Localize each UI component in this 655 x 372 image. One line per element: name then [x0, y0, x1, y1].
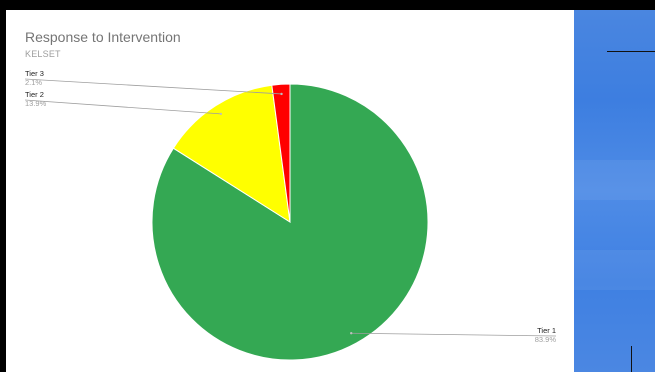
leader-dot-tier-3 [280, 92, 283, 96]
slice-label-tier-1: Tier 1 [537, 326, 556, 335]
pie-slice-tier-1 [151, 83, 429, 361]
side-panel-band [574, 160, 655, 200]
side-panel [574, 10, 655, 372]
slice-label-tier-3: Tier 3 [25, 69, 44, 78]
slice-value-tier-3: 2.1% [25, 78, 42, 87]
pie-slice-tier-2 [172, 84, 291, 223]
slice-value-tier-2: 13.9% [25, 99, 47, 108]
side-panel-line [631, 346, 632, 372]
side-panel-line [607, 51, 655, 52]
chart-title: Response to Intervention [25, 29, 181, 45]
leader-line-tier-1 [351, 332, 557, 337]
leader-dot-tier-2 [219, 112, 223, 116]
side-panel-band [574, 250, 655, 290]
leader-line-tier-2 [24, 99, 221, 115]
leader-line-tier-3 [24, 78, 282, 95]
chart-panel: Response to Intervention KELSET Tier 1 83… [6, 10, 574, 372]
leader-dot-tier-1 [350, 332, 353, 335]
chart-subtitle: KELSET [25, 49, 61, 59]
slice-label-tier-2: Tier 2 [25, 90, 44, 99]
pie-slice-tier-3 [271, 83, 291, 223]
slice-value-tier-1: 83.9% [535, 335, 557, 344]
pie-chart: Tier 183.9% Tier 213.9% Tier 32.1% [24, 69, 557, 361]
